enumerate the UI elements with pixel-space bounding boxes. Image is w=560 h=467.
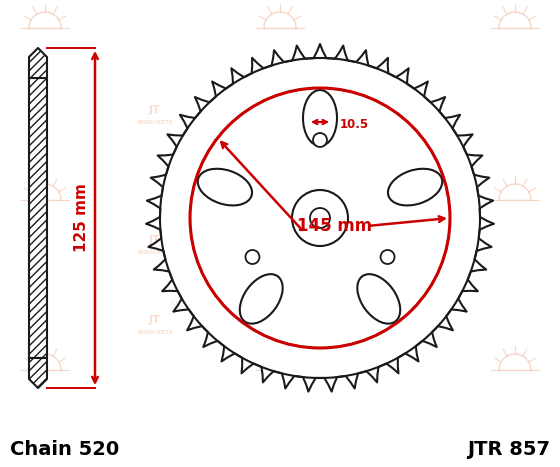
Text: SPROCKETS: SPROCKETS bbox=[170, 302, 220, 311]
Text: JT: JT bbox=[404, 105, 416, 115]
Text: SPROCKETS: SPROCKETS bbox=[377, 330, 413, 334]
Text: JT: JT bbox=[274, 165, 286, 175]
Text: SPROCKETS: SPROCKETS bbox=[137, 120, 173, 125]
Text: SPROCKETS: SPROCKETS bbox=[377, 249, 413, 255]
Ellipse shape bbox=[240, 274, 283, 324]
Text: JT: JT bbox=[274, 295, 286, 305]
Ellipse shape bbox=[357, 274, 400, 324]
Text: SPROCKETS: SPROCKETS bbox=[262, 179, 298, 184]
Bar bbox=[29, 78, 47, 358]
Text: 145 mm: 145 mm bbox=[297, 217, 372, 235]
Circle shape bbox=[160, 58, 480, 378]
Text: Chain 520: Chain 520 bbox=[10, 440, 119, 459]
Circle shape bbox=[245, 250, 259, 264]
Text: JT: JT bbox=[360, 150, 380, 170]
Text: JT: JT bbox=[149, 235, 161, 245]
Polygon shape bbox=[29, 358, 47, 388]
Ellipse shape bbox=[198, 169, 252, 205]
Text: JT: JT bbox=[149, 315, 161, 325]
Text: JT: JT bbox=[185, 281, 206, 299]
Polygon shape bbox=[29, 48, 47, 78]
Circle shape bbox=[313, 133, 327, 147]
Text: 10.5: 10.5 bbox=[340, 118, 369, 130]
Bar bbox=[29, 78, 47, 358]
Text: SPROCKETS: SPROCKETS bbox=[137, 330, 173, 334]
Text: JT: JT bbox=[360, 281, 380, 299]
Text: SPROCKETS: SPROCKETS bbox=[137, 249, 173, 255]
Text: JT: JT bbox=[149, 105, 161, 115]
Circle shape bbox=[310, 208, 330, 228]
Circle shape bbox=[190, 88, 450, 348]
Text: SPROCKETS: SPROCKETS bbox=[391, 120, 428, 125]
Text: 125 mm: 125 mm bbox=[73, 184, 88, 253]
Text: JTR 857: JTR 857 bbox=[467, 440, 550, 459]
Circle shape bbox=[292, 190, 348, 246]
Text: SPROCKETS: SPROCKETS bbox=[262, 310, 298, 314]
Text: JT: JT bbox=[185, 150, 206, 170]
Text: JT: JT bbox=[389, 235, 401, 245]
Ellipse shape bbox=[388, 169, 442, 205]
Ellipse shape bbox=[303, 90, 337, 146]
Circle shape bbox=[381, 250, 395, 264]
Text: SPROCKETS: SPROCKETS bbox=[345, 302, 395, 311]
Polygon shape bbox=[146, 44, 494, 392]
Text: JT: JT bbox=[389, 315, 401, 325]
Text: SPROCKETS: SPROCKETS bbox=[345, 171, 395, 181]
Text: SPROCKETS: SPROCKETS bbox=[170, 171, 220, 181]
